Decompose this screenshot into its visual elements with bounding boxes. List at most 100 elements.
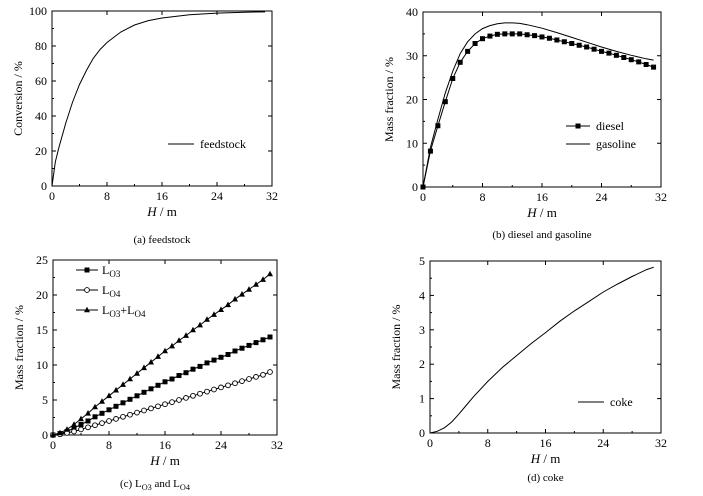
- y-tick-label: 20: [35, 144, 47, 158]
- x-axis-unit: / m: [537, 205, 557, 220]
- data-point-diesel: [628, 57, 634, 63]
- y-tick-label: 40: [35, 109, 47, 123]
- series-line-feedstock: [51, 11, 266, 187]
- legend-label-gasoline: gasoline: [596, 137, 636, 151]
- data-point-diesel: [621, 55, 627, 60]
- legend-label-LO3+LO4: LO3+LO4: [102, 303, 146, 319]
- data-point-LO3: [225, 352, 231, 357]
- data-point-LO3: [155, 382, 161, 388]
- data-point-LO3: [190, 366, 196, 372]
- data-point-LO3: [120, 400, 126, 406]
- x-tick-label: 32: [271, 438, 283, 452]
- x-tick-label: 32: [655, 436, 667, 450]
- data-point-LO4: [85, 424, 91, 431]
- y-tick-label: 10: [406, 136, 418, 150]
- data-point-LO4: [246, 376, 252, 382]
- data-point-LO3+LO4: [267, 270, 273, 277]
- data-point-diesel: [554, 37, 560, 43]
- data-point-LO3+LO4: [204, 316, 210, 322]
- x-tick-label: 32: [655, 190, 667, 204]
- data-point-LO3+LO4: [246, 286, 252, 292]
- y-tick-label: 15: [36, 323, 48, 337]
- data-point-diesel: [435, 123, 441, 129]
- x-tick-label: 24: [597, 436, 609, 450]
- data-point-LO4: [218, 384, 224, 391]
- data-point-LO4: [267, 369, 273, 375]
- data-point-LO3+LO4: [225, 301, 231, 308]
- subscript-text: O4: [180, 483, 190, 492]
- data-point-LO3+LO4: [260, 276, 266, 282]
- data-point-LO3: [260, 337, 266, 343]
- data-point-LO4: [225, 382, 231, 389]
- data-point-LO3: [99, 410, 105, 416]
- data-point-LO3+LO4: [113, 386, 119, 393]
- x-tick-label: 24: [596, 190, 608, 204]
- data-point-LO3+LO4: [134, 370, 140, 376]
- data-point-LO3: [141, 389, 147, 395]
- subscript-text: O4: [134, 309, 145, 319]
- subscript-text: O3: [109, 269, 120, 279]
- data-point-LO3+LO4: [232, 295, 238, 302]
- data-point-LO3+LO4: [50, 431, 56, 438]
- panel-caption: (c) LO3 and LO4: [120, 478, 190, 492]
- data-point-LO4: [183, 395, 189, 401]
- data-point-diesel: [599, 48, 604, 54]
- data-point-LO3: [204, 360, 210, 366]
- data-point-diesel: [472, 41, 478, 46]
- legend-label-feedstock: feedstock: [200, 137, 246, 151]
- data-point-diesel: [576, 42, 582, 48]
- data-point-diesel: [465, 48, 471, 54]
- data-point-LO4: [232, 380, 238, 387]
- data-point-LO3: [246, 342, 252, 348]
- data-point-LO4: [204, 388, 210, 395]
- x-tick-label: 24: [211, 189, 223, 203]
- data-point-LO3: [71, 425, 77, 431]
- x-tick-label: 8: [106, 438, 112, 452]
- x-tick-label: 0: [420, 190, 426, 204]
- data-point-LO3+LO4: [148, 358, 154, 365]
- data-point-LO3: [176, 373, 182, 378]
- x-axis-variable: H: [530, 451, 541, 466]
- y-tick-label: 40: [406, 5, 418, 19]
- subscript-text: O3: [142, 483, 152, 492]
- x-tick-label: 32: [266, 189, 278, 203]
- x-tick-label: 8: [480, 190, 486, 204]
- data-point-LO3: [183, 370, 189, 376]
- data-point-LO3: [267, 334, 273, 340]
- data-point-LO3+LO4: [239, 291, 245, 297]
- panel-b-diesel-gasoline: 0 8 16 24 32 0 10 20 30 40 H / m Mass fraction / % d…: [382, 5, 667, 241]
- data-point-diesel: [494, 31, 500, 37]
- y-tick-label: 20: [36, 288, 48, 302]
- panel-caption: (b) diesel and gasoline: [492, 229, 591, 241]
- x-axis-variable: H: [526, 205, 537, 220]
- data-point-LO3: [127, 396, 133, 402]
- x-tick-label: 0: [427, 436, 433, 450]
- data-point-LO4: [155, 403, 161, 410]
- data-point-LO4: [148, 405, 154, 412]
- y-tick-label: 10: [36, 358, 48, 372]
- legend-marker-LO3: [84, 267, 90, 273]
- data-point-diesel: [502, 31, 508, 37]
- data-point-LO3: [197, 363, 203, 369]
- data-point-LO3: [134, 393, 140, 399]
- series-line-gasoline: [422, 22, 654, 188]
- data-point-diesel: [487, 33, 493, 39]
- x-axis-label: H / m: [530, 451, 561, 466]
- data-point-LO4: [92, 422, 98, 429]
- y-axis-label: Conversion / %: [11, 61, 25, 136]
- x-axis-variable: H: [149, 453, 160, 468]
- y-tick-label: 0: [42, 428, 48, 442]
- x-axis-unit: / m: [160, 453, 180, 468]
- y-tick-label: 5: [42, 393, 48, 407]
- data-point-LO4: [239, 378, 245, 384]
- data-point-LO3+LO4: [253, 281, 259, 287]
- y-tick-label: 20: [406, 93, 418, 107]
- data-point-LO4: [134, 409, 140, 416]
- x-tick-label: 16: [159, 438, 171, 452]
- series-line-diesel: [422, 33, 654, 188]
- x-tick-label: 8: [104, 189, 110, 203]
- data-point-LO3: [148, 386, 154, 392]
- legend-marker-LO3+LO4: [84, 306, 90, 313]
- data-point-LO3+LO4: [190, 326, 196, 333]
- data-point-LO3+LO4: [85, 410, 91, 416]
